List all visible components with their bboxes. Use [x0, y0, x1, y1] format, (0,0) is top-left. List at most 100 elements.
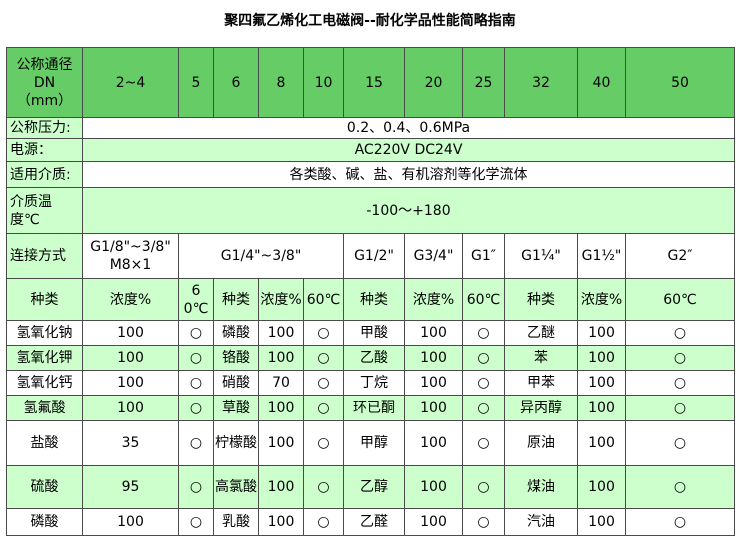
data-cell: 100 — [258, 420, 304, 466]
data-cell: 原油 — [504, 420, 578, 466]
column-header: 种类 — [6, 278, 83, 321]
connection-item: G1½" — [577, 233, 626, 279]
header-label-line: （mm） — [16, 92, 73, 109]
title: 聚四氟乙烯化工电磁阀--耐化学品性能简略指南 — [224, 13, 516, 29]
data-cell: ○ — [625, 420, 735, 466]
spec-value: -100～+180 — [82, 187, 735, 234]
data-cell: 草酸 — [213, 395, 259, 421]
data-cell: 100 — [82, 508, 179, 536]
column-header: 浓度% — [577, 278, 626, 321]
table-row: 公称通径 DN （mm） 2~4 5 6 8 10 15 20 25 32 40 50 — [6, 47, 735, 118]
size-header: 25 — [462, 47, 505, 118]
table-row: 公称压力: 0.2、0.4、0.6MPa — [6, 117, 735, 139]
data-cell: ○ — [462, 345, 505, 371]
data-cell: 甲酸 — [343, 320, 405, 346]
connection-item: G3/4" — [404, 233, 463, 279]
data-cell: 95 — [82, 465, 179, 509]
data-cell: 柠檬酸 — [213, 420, 259, 466]
spec-table: 公称通径 DN （mm） 2~4 5 6 8 10 15 20 25 32 40 50 公称压力: 0.2、0… — [6, 47, 735, 536]
data-cell: 硝酸 — [213, 370, 259, 396]
data-cell: ○ — [303, 465, 344, 509]
data-cell: ○ — [178, 345, 214, 371]
table-row: 电源： AC220V DC24V — [6, 138, 735, 162]
column-header: 浓度% — [82, 278, 179, 321]
data-cell: ○ — [625, 370, 735, 396]
header-label: 公称通径 DN （mm） — [6, 47, 83, 118]
data-cell: ○ — [178, 465, 214, 509]
table-row: 氢氧化钾 100 ○ 铬酸 100 ○ 乙酸 100 ○ 苯 100 ○ — [6, 345, 735, 371]
data-cell: ○ — [178, 395, 214, 421]
table-row: 适用介质: 各类酸、碱、盐、有机溶剂等化学流体 — [6, 161, 735, 188]
data-cell: ○ — [178, 320, 214, 346]
size-header: 40 — [577, 47, 626, 118]
column-header: 60℃ — [462, 278, 505, 321]
data-cell: 100 — [82, 370, 179, 396]
connection-item: G1¼" — [504, 233, 578, 279]
size-header: 6 — [213, 47, 259, 118]
column-header: 浓度% — [404, 278, 463, 321]
data-cell: 乙醚 — [504, 320, 578, 346]
data-cell: 100 — [577, 320, 626, 346]
data-cell: ○ — [303, 395, 344, 421]
table-row: 硫酸 95 ○ 高氯酸 100 ○ 乙醇 100 ○ 煤油 100 ○ — [6, 465, 735, 509]
data-cell: ○ — [462, 320, 505, 346]
table-row: 氢氟酸 100 ○ 草酸 100 ○ 环已酮 100 ○ 异丙醇 100 ○ — [6, 395, 735, 421]
data-cell: 100 — [577, 420, 626, 466]
data-cell: 70 — [258, 370, 304, 396]
data-cell: ○ — [625, 465, 735, 509]
data-cell: ○ — [625, 508, 735, 536]
data-cell: 100 — [82, 320, 179, 346]
data-cell: 100 — [258, 395, 304, 421]
data-cell: ○ — [303, 370, 344, 396]
data-cell: 100 — [404, 320, 463, 346]
connection-item: G1/8"~3/8" M8×1 — [82, 233, 179, 279]
data-cell: 100 — [577, 465, 626, 509]
data-cell: ○ — [178, 508, 214, 536]
data-cell: 100 — [577, 395, 626, 421]
data-cell: 100 — [258, 508, 304, 536]
spec-label: 介质温度℃ — [6, 187, 83, 234]
data-cell: ○ — [178, 370, 214, 396]
data-cell: 乙酸 — [343, 345, 405, 371]
header-label-line: 公称通径 — [16, 56, 73, 73]
size-header: 32 — [504, 47, 578, 118]
data-cell: ○ — [462, 370, 505, 396]
data-cell: ○ — [303, 345, 344, 371]
connection-item: G1/4"~3/8" — [178, 233, 344, 279]
data-cell: ○ — [462, 508, 505, 536]
data-cell: 100 — [404, 370, 463, 396]
header-label-line: DN — [33, 74, 56, 91]
column-header: 60℃ — [178, 278, 214, 321]
data-cell: ○ — [625, 345, 735, 371]
column-header: 60℃ — [625, 278, 735, 321]
data-cell: 100 — [404, 508, 463, 536]
data-cell: 100 — [258, 345, 304, 371]
data-cell: 氢氧化钠 — [6, 320, 83, 346]
table-row: 盐酸 35 ○ 柠檬酸 100 ○ 甲醇 100 ○ 原油 100 ○ — [6, 420, 735, 466]
data-cell: 甲苯 — [504, 370, 578, 396]
table-row: 氢氧化钠 100 ○ 磷酸 100 ○ 甲酸 100 ○ 乙醚 100 ○ — [6, 320, 735, 346]
data-cell: ○ — [462, 465, 505, 509]
data-cell: 硫酸 — [6, 465, 83, 509]
size-header: 20 — [404, 47, 463, 118]
data-cell: 100 — [258, 320, 304, 346]
spec-label: 电源： — [6, 138, 83, 162]
data-cell: 丁烷 — [343, 370, 405, 396]
data-cell: 35 — [82, 420, 179, 466]
data-cell: ○ — [178, 420, 214, 466]
data-cell: ○ — [303, 420, 344, 466]
data-cell: 氢氧化钾 — [6, 345, 83, 371]
data-cell: 100 — [82, 345, 179, 371]
spec-value: 各类酸、碱、盐、有机溶剂等化学流体 — [82, 161, 735, 188]
size-header: 10 — [303, 47, 344, 118]
data-cell: 高氯酸 — [213, 465, 259, 509]
data-cell: 100 — [577, 508, 626, 536]
table-row: 连接方式 G1/8"~3/8" M8×1 G1/4"~3/8" G1/2" G3/4" G… — [6, 233, 735, 279]
data-cell: 盐酸 — [6, 420, 83, 466]
data-cell: 煤油 — [504, 465, 578, 509]
data-cell: 环已酮 — [343, 395, 405, 421]
data-cell: ○ — [462, 395, 505, 421]
data-cell: 100 — [404, 395, 463, 421]
data-cell: 苯 — [504, 345, 578, 371]
